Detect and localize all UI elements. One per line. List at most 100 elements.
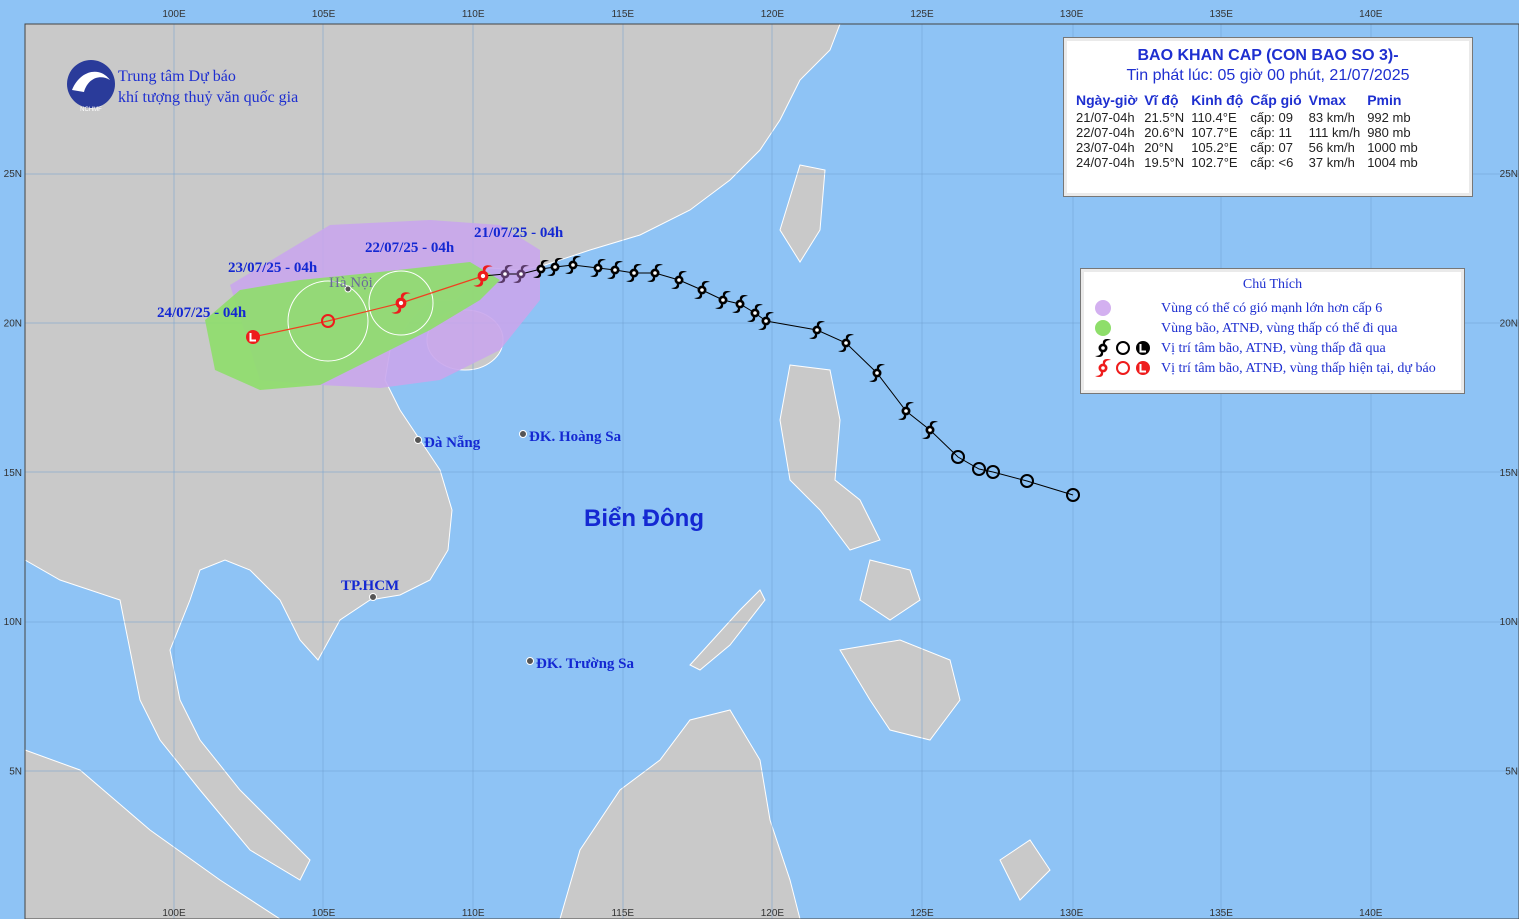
lat-label: 10N xyxy=(1500,617,1518,628)
legend-title: Chú Thích xyxy=(1242,277,1303,292)
legend-swatch xyxy=(1095,320,1111,336)
lon-label: 140E xyxy=(1359,908,1383,919)
lon-label: 125E xyxy=(910,908,934,919)
legend-item: Vùng bão, ATNĐ, vùng thấp có thể đi qua xyxy=(1161,321,1398,336)
table-cell: 1004 mb xyxy=(1367,155,1418,170)
table-cell: 105.2°E xyxy=(1191,140,1238,155)
cities xyxy=(344,285,534,665)
org-line: Trung tâm Dự báo xyxy=(118,68,236,85)
table-cell: 24/07-04h xyxy=(1076,155,1135,170)
lat-label: 5N xyxy=(1505,767,1518,778)
forecast-time-label: 23/07/25 - 04h xyxy=(228,260,318,276)
lon-label: 115E xyxy=(611,908,634,919)
lat-label: 25N xyxy=(1500,169,1518,180)
place-label: ĐK. Hoàng Sa xyxy=(529,429,622,445)
lon-label: 140E xyxy=(1359,9,1383,20)
bulletin-box: BAO KHAN CAP (CON BAO SO 3)- Tin phát lú… xyxy=(1063,37,1473,197)
lon-label: 130E xyxy=(1060,908,1084,919)
lon-label: 100E xyxy=(162,908,186,919)
lat-label: 15N xyxy=(1500,468,1518,479)
bulletin-title: BAO KHAN CAP (CON BAO SO 3)- xyxy=(1137,47,1399,64)
legend-item: Vị trí tâm bão, ATNĐ, vùng thấp đã qua xyxy=(1161,341,1386,356)
axes: 100E 100E 105E 105E 110E 110E 115E 115E 120E 120E… xyxy=(4,9,1518,919)
table-cell: 1000 mb xyxy=(1367,140,1418,155)
lon-label: 110E xyxy=(462,9,485,20)
lat-label: 10N xyxy=(4,617,22,628)
place-label: Đà Nẵng xyxy=(424,435,481,451)
legend-item: Vị trí tâm bão, ATNĐ, vùng thấp hiện tại… xyxy=(1161,361,1436,376)
land xyxy=(24,23,1051,919)
org-line: khí tượng thuỷ văn quốc gia xyxy=(118,89,299,106)
table-cell: 21.5°N xyxy=(1144,110,1185,125)
header-row: Ngày-giờ Vĩ độ Kinh độ Cấp gió Vmax Pmin xyxy=(1074,91,1423,110)
lon-label: 105E xyxy=(312,908,336,919)
table-cell: 22/07-04h xyxy=(1076,125,1135,140)
map-frame xyxy=(24,23,1519,919)
table-cell: 102.7°E xyxy=(1191,155,1238,170)
table-cell: 83 km/h xyxy=(1308,110,1355,125)
table-cell: 23/07-04h xyxy=(1076,140,1135,155)
table-cell: 37 km/h xyxy=(1308,155,1355,170)
column-header: Vĩ độ xyxy=(1144,92,1179,108)
bulletin-table: Ngày-giờ Vĩ độ Kinh độ Cấp gió Vmax Pmin 21/07… xyxy=(1074,91,1423,170)
column-header: Vmax xyxy=(1308,92,1346,108)
logo-text: NCHMF xyxy=(80,107,102,113)
lon-label: 135E xyxy=(1210,908,1234,919)
table-cell: 20.6°N xyxy=(1144,125,1185,140)
legend-box: Chú Thích Vùng có thể có gió mạnh lớn hơ… xyxy=(1080,268,1465,394)
lon-label: 120E xyxy=(761,908,785,919)
table-cell: cấp: 11 xyxy=(1250,125,1292,140)
lon-label: 130E xyxy=(1060,9,1084,20)
table-cell: cấp: <6 xyxy=(1250,155,1294,170)
legend-item: Vùng có thể có gió mạnh lớn hơn cấp 6 xyxy=(1161,301,1383,316)
logo: NCHMF xyxy=(67,60,115,113)
lat-label: 15N xyxy=(4,468,22,479)
table-cell: cấp: 07 xyxy=(1250,140,1293,155)
table-row: 23/07-04h 20°N 105.2°E cấp: 07 56 km/h 1000 m… xyxy=(1074,140,1423,155)
lon-label: 135E xyxy=(1210,9,1234,20)
table-row: 22/07-04h 20.6°N 107.7°E cấp: 11 111 km/h 980… xyxy=(1074,125,1423,140)
table-cell: 56 km/h xyxy=(1308,140,1355,155)
lon-label: 105E xyxy=(312,9,336,20)
legend-symbols xyxy=(1095,339,1151,357)
table-cell: 111 km/h xyxy=(1308,125,1361,140)
legend-symbols xyxy=(1095,359,1151,377)
table-cell: 992 mb xyxy=(1367,110,1411,125)
table-cell: 107.7°E xyxy=(1191,125,1238,140)
grid xyxy=(25,24,1519,919)
column-header: Pmin xyxy=(1367,92,1402,108)
lon-label: 125E xyxy=(910,9,934,20)
lat-label: 5N xyxy=(9,767,22,778)
lon-label: 100E xyxy=(162,9,186,20)
forecast-time-label: 21/07/25 - 04h xyxy=(474,225,564,241)
place-label: TP.HCM xyxy=(341,578,399,594)
table-body: 21/07-04h 21.5°N 110.4°E cấp: 09 83 km/h 992 … xyxy=(1074,110,1423,170)
legend-swatch xyxy=(1095,300,1111,316)
lon-label: 120E xyxy=(761,9,785,20)
table-cell: 19.5°N xyxy=(1144,155,1185,170)
forecast-track xyxy=(252,275,484,338)
place-label: Hà Nội xyxy=(329,275,373,291)
place-label: ĐK. Trường Sa xyxy=(536,656,635,672)
table-cell: 20°N xyxy=(1144,140,1174,155)
lon-label: 115E xyxy=(611,9,634,20)
column-header: Kinh độ xyxy=(1191,92,1244,108)
forecast-time-label: 22/07/25 - 04h xyxy=(365,240,455,256)
lat-label: 20N xyxy=(1500,318,1518,329)
table-cell: 110.4°E xyxy=(1191,110,1237,125)
table-cell: 980 mb xyxy=(1367,125,1411,140)
column-header: Ngày-giờ xyxy=(1076,92,1138,108)
forecast-cone xyxy=(205,220,540,390)
forecast-time-label: 24/07/25 - 04h xyxy=(157,305,247,321)
lat-label: 25N xyxy=(4,169,22,180)
lat-label: 20N xyxy=(4,318,22,329)
legend-icons xyxy=(1095,300,1151,377)
table-cell: 21/07-04h xyxy=(1076,110,1135,125)
table-row: 21/07-04h 21.5°N 110.4°E cấp: 09 83 km/h 992 … xyxy=(1074,110,1423,125)
bulletin-subtitle: Tin phát lúc: 05 giờ 00 phút, 21/07/2025 xyxy=(1126,67,1410,84)
table-row: 24/07-04h 19.5°N 102.7°E cấp: <6 37 km/h 1004… xyxy=(1074,155,1423,170)
column-header: Cấp gió xyxy=(1250,92,1302,108)
